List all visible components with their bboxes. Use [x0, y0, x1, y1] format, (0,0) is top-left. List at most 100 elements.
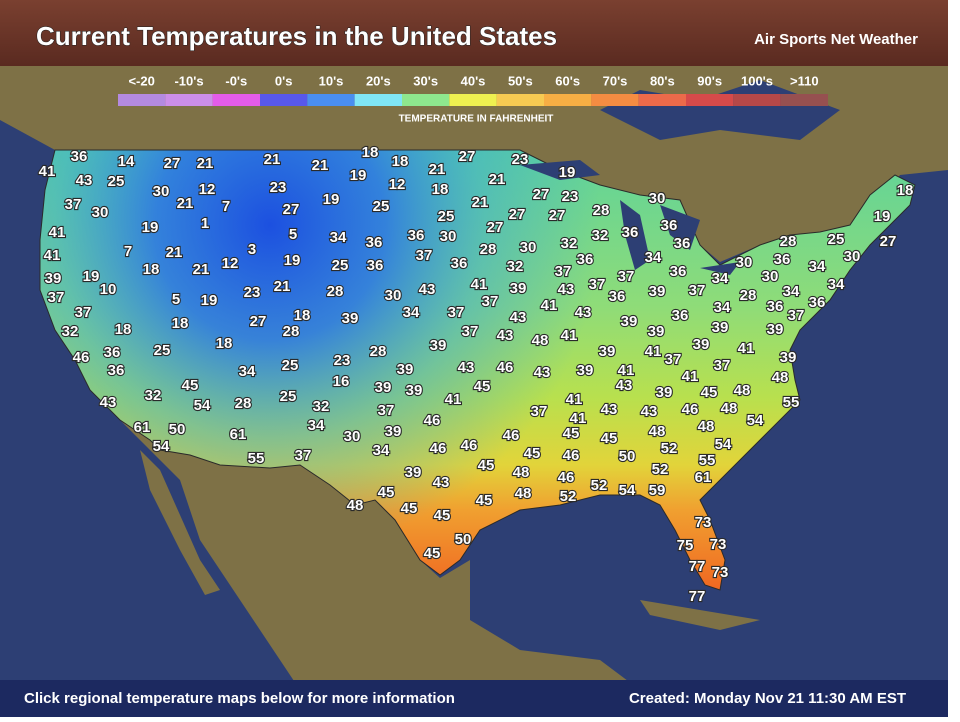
temperature-label: 55: [699, 452, 716, 469]
temperature-label: 27: [487, 219, 504, 236]
temperature-label: 48: [649, 423, 666, 440]
temperature-label: 37: [689, 282, 706, 299]
temperature-label: 21: [197, 155, 214, 172]
temperature-label: 39: [430, 337, 447, 354]
temperature-label: 41: [49, 224, 66, 241]
temperature-label: 45: [476, 492, 493, 509]
legend-swatch: [686, 94, 734, 106]
legend-swatch: [165, 94, 213, 106]
temperature-label: 18: [897, 182, 914, 199]
temperature-label: 32: [592, 227, 609, 244]
legend-label: >110: [790, 73, 819, 88]
footer-bar: [0, 680, 948, 717]
temperature-label: 36: [451, 255, 468, 272]
temperature-label: 48: [721, 400, 738, 417]
temperature-label: 54: [747, 412, 764, 429]
temperature-label: 34: [308, 417, 325, 434]
temperature-label: 37: [75, 304, 92, 321]
temperature-label: 18: [294, 307, 311, 324]
temperature-label: 45: [378, 484, 395, 501]
legend-label: 80's: [650, 73, 675, 88]
temperature-label: 48: [698, 418, 715, 435]
temperature-label: 27: [880, 233, 897, 250]
temperature-label: 18: [172, 315, 189, 332]
temperature-label: 52: [661, 440, 678, 457]
great-lakes: [520, 160, 740, 275]
temperature-label: 37: [295, 447, 312, 464]
temperature-label: 19: [201, 292, 218, 309]
footer-left[interactable]: Click regional temperature maps below fo…: [24, 690, 455, 707]
temperature-label: 45: [182, 377, 199, 394]
temperature-label: 32: [145, 387, 162, 404]
temperature-label: 34: [373, 442, 390, 459]
temperature-label: 37: [531, 403, 548, 420]
temperature-label: 41: [682, 368, 699, 385]
legend-swatch: [780, 94, 828, 106]
temperature-label: 21: [429, 161, 446, 178]
temperature-label: 39: [767, 321, 784, 338]
legend-swatch: [496, 94, 544, 106]
temperature-label: 46: [503, 427, 520, 444]
temperature-label: 39: [656, 384, 673, 401]
baja: [140, 450, 220, 595]
temperature-label: 45: [434, 507, 451, 524]
temperature-label: 30: [92, 204, 109, 221]
temperature-label: 25: [373, 198, 390, 215]
temperature-label: 36: [367, 257, 384, 274]
legend-swatch: [260, 94, 308, 106]
temperature-label: 43: [575, 304, 592, 321]
temperature-label: 39: [648, 323, 665, 340]
temperature-label: 19: [559, 164, 576, 181]
temperature-label: 50: [169, 421, 186, 438]
temperature-label: 41: [738, 340, 755, 357]
temperature-label: 43: [601, 401, 618, 418]
temperature-label: 61: [134, 419, 151, 436]
temperature-label: 3: [248, 241, 256, 258]
temperature-label: 45: [478, 457, 495, 474]
temperature-label: 30: [762, 268, 779, 285]
temperature-label: 21: [264, 151, 281, 168]
temperature-label: 36: [71, 148, 88, 165]
legend-label: 100's: [741, 73, 773, 88]
temperature-label: 46: [682, 401, 699, 418]
temperature-label: 30: [520, 239, 537, 256]
temperature-label: 25: [282, 357, 299, 374]
legend-label: 50's: [508, 73, 533, 88]
temperature-label: 50: [619, 448, 636, 465]
temperature-label: 34: [330, 229, 347, 246]
temperature-label: 37: [589, 276, 606, 293]
temperature-label: 23: [512, 151, 529, 168]
temperature-label: 43: [510, 309, 527, 326]
temperature-label: 41: [645, 343, 662, 360]
temperature-label: 37: [462, 323, 479, 340]
temperature-label: 45: [401, 500, 418, 517]
legend-title: TEMPERATURE IN FAHRENHEIT: [399, 114, 554, 125]
temperature-label: 25: [828, 231, 845, 248]
temperature-label: 37: [714, 357, 731, 374]
temperature-label: 37: [665, 351, 682, 368]
temperature-label: 28: [327, 283, 344, 300]
temperature-label: 25: [332, 257, 349, 274]
temperature-label: 37: [48, 289, 65, 306]
temperature-label: 46: [430, 440, 447, 457]
temperature-label: 30: [844, 248, 861, 265]
temperature-label: 55: [783, 394, 800, 411]
legend-label: -0's: [225, 73, 247, 88]
temperature-label: 21: [177, 195, 194, 212]
temperature-label: 43: [100, 394, 117, 411]
temperature-label: 10: [100, 281, 117, 298]
brand: Air Sports Net Weather: [754, 31, 918, 48]
temperature-label: 39: [342, 310, 359, 327]
temperature-label: 18: [115, 321, 132, 338]
temperature-label: 48: [515, 485, 532, 502]
temperature-label: 27: [509, 206, 526, 223]
temperature-label: 39: [510, 280, 527, 297]
temperature-label: 45: [524, 445, 541, 462]
temperature-label: 61: [230, 426, 247, 443]
temperature-label: 12: [222, 255, 239, 272]
temperature-label: 46: [424, 412, 441, 429]
temperature-label: 45: [601, 430, 618, 447]
temperature-label: 41: [471, 276, 488, 293]
temperature-label: 12: [389, 176, 406, 193]
temperature-label: 36: [622, 224, 639, 241]
